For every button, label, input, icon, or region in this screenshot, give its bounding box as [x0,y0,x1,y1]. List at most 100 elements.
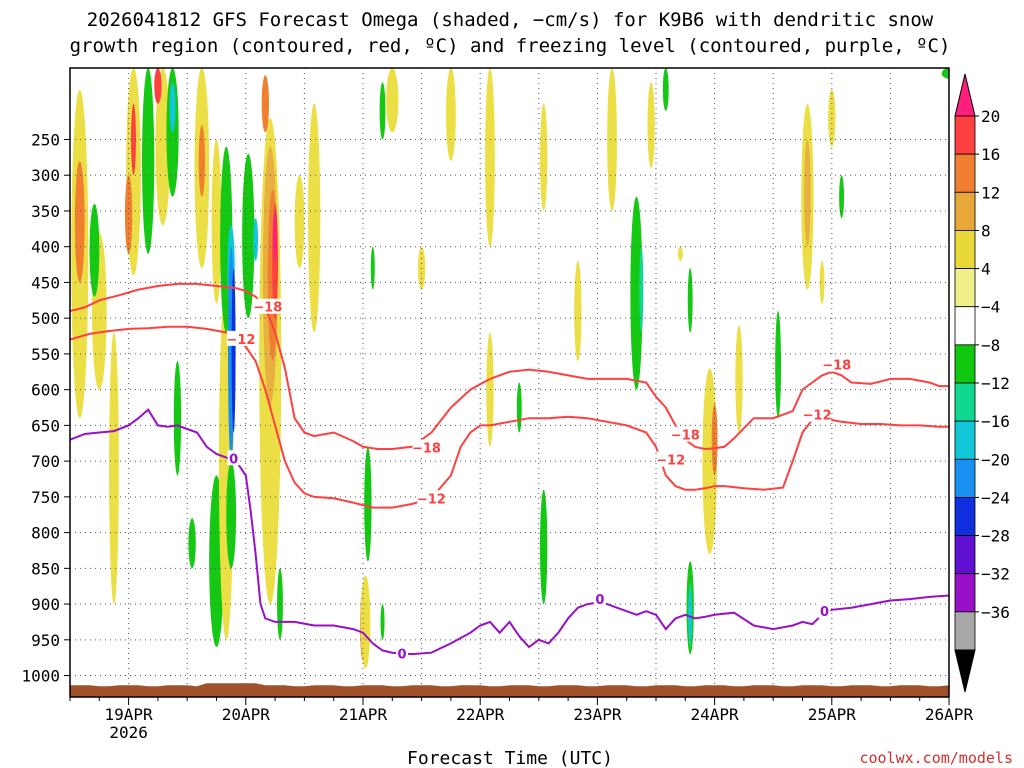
colorbar-label: −12 [981,374,1010,393]
contour-label-bg [253,298,282,314]
omega-region-green [89,203,100,297]
colorbar-label: −8 [981,336,1000,355]
omega-region-green [630,196,643,390]
y-tick-label: 800 [31,524,60,543]
credit-text: coolwx.com/models [859,749,1013,767]
omega-region-yellow [211,139,222,304]
omega-region-yellow [647,82,655,169]
contour-label-bg [226,330,255,346]
contour-label: −18 [253,301,282,316]
contour-label: −12 [656,454,685,469]
contour-label: −12 [226,333,255,348]
y-tick-label: 500 [31,309,60,328]
omega-region-yellow [155,68,171,226]
terrain-fill [70,683,949,697]
contour-line--18 [70,282,949,451]
contour-label-bg [417,490,446,506]
omega-region-teal [639,246,644,333]
colorbar-label: −4 [981,298,1000,317]
omega-region-yellow [308,103,321,333]
omega-region-orange [74,160,85,283]
plot-area: −18 −18 −18 −18 −12 −12 −12 −12 0 0 0 0 [70,68,949,697]
colorbar: 20 16 12 8 4 −4 −8 −12 −16 −20 −24 −28 −32 −36 [954,73,1010,693]
y-tick-label: 1000 [21,667,60,686]
omega-region-orange [124,175,133,254]
contour-label-bg [671,426,700,442]
contour-label-bg [818,603,831,619]
omega-region-green [380,604,385,640]
omega-region-yellow [360,575,371,669]
omega-region-yellow [574,260,582,362]
omega-region-green [540,489,548,605]
colorbar-segment [954,573,976,613]
colorbar-segment [954,420,976,460]
y-axis-ticks: 250 300 350 400 450 500 550 600 650 700 750 800 850 9… [21,130,70,686]
colorbar-label: 12 [981,183,1000,202]
omega-region-yellow [607,68,617,211]
omega-region-yellow [109,332,119,605]
omega-region-yellow [485,68,495,247]
contour-label: −18 [671,429,700,444]
omega-region-orange [711,403,718,476]
y-tick-label: 450 [31,273,60,292]
omega-region-green [941,68,949,79]
colorbar-bottom-arrow [954,649,976,693]
contour-label: −18 [822,359,851,374]
colorbar-segment [954,153,976,193]
colorbar-label: −24 [981,488,1010,507]
contour-line-0 [70,408,949,656]
x-tick-label: 20APR [222,705,271,724]
colorbar-segment [954,458,976,498]
omega-region-light_orange [804,139,811,247]
omega-region-green [277,568,283,640]
colorbar-label: −20 [981,450,1010,469]
omega-region-yellow [819,260,825,304]
omega-region-yellow [677,246,683,261]
x-tick-label: 24APR [691,705,740,724]
x-tick-label: 19APR [105,705,154,724]
y-tick-label: 850 [31,559,60,578]
y-tick-label: 900 [31,595,60,614]
omega-region-green [242,153,255,319]
omega-region-yellow [486,332,494,447]
colorbar-segment [954,344,976,384]
omega-region-green [166,68,179,197]
colorbar-label: −32 [981,565,1010,584]
omega-region-cyan [688,589,693,640]
omega-region-green [370,246,375,290]
colorbar-label: −36 [981,603,1010,622]
omega-region-cyan [253,218,259,261]
omega-region-yellow [294,175,305,269]
contour-label-bg [822,356,851,372]
y-tick-label: 750 [31,488,60,507]
omega-region-green [839,175,845,219]
omega-shading [71,68,949,669]
colorbar-label: −28 [981,527,1010,546]
contour-label-bg [803,406,832,422]
x-tick-label: 22APR [456,705,505,724]
contour-label-bg [656,451,685,467]
omega-region-yellow [735,325,743,433]
colorbar-label: 4 [981,260,991,279]
colorbar-label: 20 [981,107,1000,126]
contour-label: 0 [595,593,604,608]
y-tick-label: 300 [31,166,60,185]
x-tick-label: 23APR [573,705,622,724]
contour-label: 0 [398,647,407,662]
x-tick-label: 25APR [808,705,857,724]
contour-label-bg [227,450,240,466]
omega-region-yellow [446,68,456,161]
y-tick-label: 700 [31,452,60,471]
omega-region-green [775,311,782,419]
omega-region-orange [198,125,206,197]
contour-label-bg [593,591,606,607]
omega-region-magenta [273,210,278,261]
x-tick-label: 26APR [925,705,974,724]
y-tick-label: 250 [31,130,60,149]
omega-region-yellow [386,68,399,133]
colorbar-segment [954,611,976,651]
colorbar-segment [954,268,976,308]
x-tick-label: 21APR [339,705,388,724]
omega-region-dark_blue [231,268,236,433]
